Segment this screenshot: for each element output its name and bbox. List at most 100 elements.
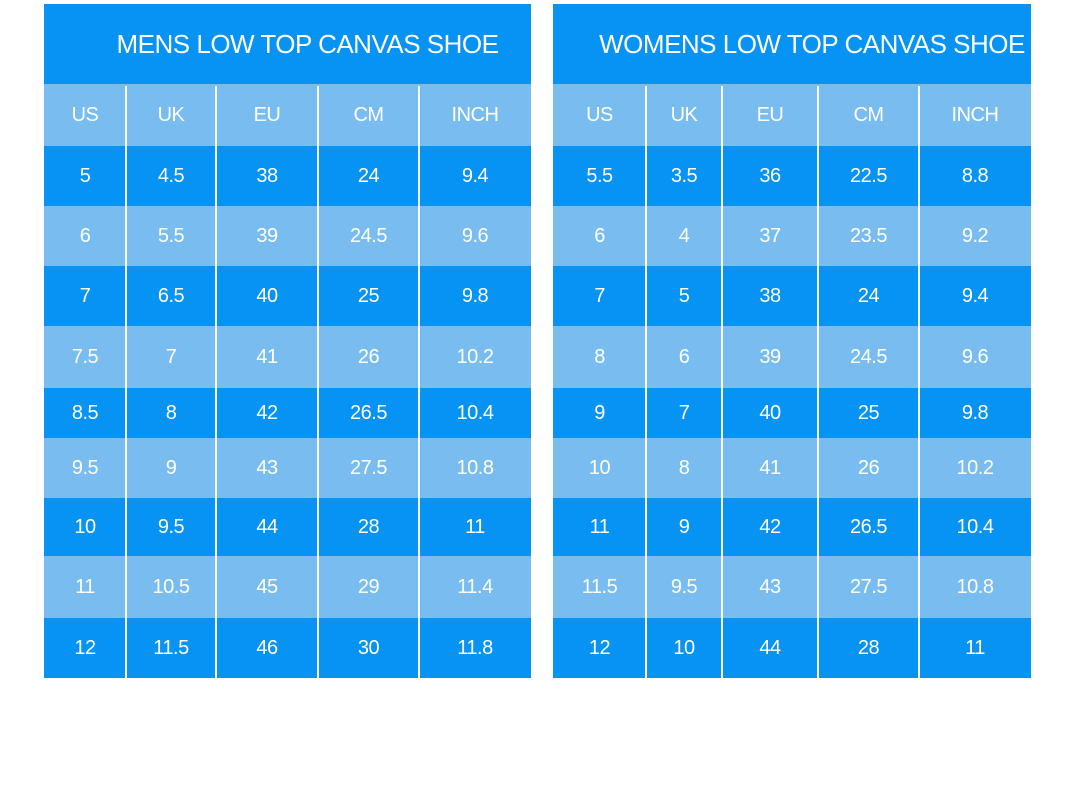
table-cell: 41 xyxy=(759,456,781,479)
table-cell: 26.5 xyxy=(350,401,387,424)
table-cell: 9.4 xyxy=(961,284,989,307)
table-cell: 39 xyxy=(256,224,278,247)
table-cell: 26 xyxy=(857,456,880,479)
table-cell: 11.4 xyxy=(457,575,493,598)
table-cell: 28 xyxy=(857,636,880,659)
table-row xyxy=(553,556,1031,618)
table-cell: 5 xyxy=(79,164,91,187)
table-cell: 9.6 xyxy=(461,224,489,247)
column-divider xyxy=(918,86,920,678)
table-cell: 7 xyxy=(165,345,177,368)
table-cell: 24 xyxy=(857,284,880,307)
column-divider xyxy=(215,86,217,678)
table-cell: 8 xyxy=(165,401,177,424)
table-cell: 29 xyxy=(357,575,380,598)
table-cell: 6 xyxy=(678,345,690,368)
table-cell: 11.8 xyxy=(457,636,493,659)
table-cell: 5.5 xyxy=(157,224,185,247)
column-header: US xyxy=(553,84,646,146)
table-cell: 26 xyxy=(357,345,380,368)
table-row xyxy=(553,266,1031,326)
table-cell: 8.8 xyxy=(961,164,989,187)
table-row xyxy=(553,438,1031,498)
table-title: WOMENS LOW TOP CANVAS SHOE xyxy=(553,4,1031,84)
table-row xyxy=(553,146,1031,206)
table-cell: 9 xyxy=(678,515,690,538)
table-row xyxy=(553,388,1031,438)
table-cell: 24.5 xyxy=(850,345,887,368)
table-cell: 42 xyxy=(256,401,278,424)
table-cell: 41 xyxy=(256,345,278,368)
table-cell: 8.5 xyxy=(71,401,99,424)
column-header: UK xyxy=(126,84,216,146)
column-divider xyxy=(817,86,819,678)
table-row xyxy=(553,326,1031,388)
table-row xyxy=(553,618,1031,678)
table-cell: 38 xyxy=(759,284,781,307)
table-cell: 8 xyxy=(594,345,605,368)
table-cell: 9.4 xyxy=(461,164,489,187)
column-header: CM xyxy=(818,84,919,146)
table-cell: 7 xyxy=(79,284,91,307)
table-cell: 9.5 xyxy=(157,515,185,538)
column-header: EU xyxy=(216,84,318,146)
table-cell: 3.5 xyxy=(670,164,698,187)
column-header: US xyxy=(44,84,126,146)
table-cell: 40 xyxy=(759,401,781,424)
table-cell: 9.8 xyxy=(461,284,489,307)
table-cell: 9.8 xyxy=(961,401,989,424)
column-divider xyxy=(317,86,319,678)
table-cell: 10 xyxy=(74,515,96,538)
table-cell: 10.4 xyxy=(956,515,994,538)
table-cell: 25 xyxy=(357,284,380,307)
table-cell: 46 xyxy=(256,636,278,659)
table-cell: 10 xyxy=(588,456,611,479)
table-cell: 8 xyxy=(678,456,690,479)
table-cell: 7 xyxy=(678,401,690,424)
table-cell: 9 xyxy=(165,456,177,479)
table-cell: 10.2 xyxy=(456,345,494,368)
table-cell: 23.5 xyxy=(850,224,887,247)
column-header: UK xyxy=(646,84,722,146)
table-cell: 10.8 xyxy=(456,456,494,479)
table-cell: 42 xyxy=(759,515,781,538)
table-cell: 25 xyxy=(857,401,880,424)
table-cell: 5.5 xyxy=(586,164,613,187)
table-cell: 24 xyxy=(357,164,380,187)
table-cell: 9.5 xyxy=(670,575,698,598)
table-cell: 6 xyxy=(79,224,91,247)
table-cell: 43 xyxy=(759,575,781,598)
table-cell: 7 xyxy=(594,284,605,307)
table-cell: 11 xyxy=(465,515,485,538)
table-cell: 24.5 xyxy=(350,224,387,247)
table-cell: 38 xyxy=(256,164,278,187)
table-cell: 9.6 xyxy=(961,345,989,368)
table-cell: 6.5 xyxy=(157,284,185,307)
column-divider xyxy=(125,86,127,678)
table-cell: 11 xyxy=(75,575,95,598)
table-cell: 11 xyxy=(589,515,610,538)
table-cell: 4 xyxy=(678,224,690,247)
column-header: INCH xyxy=(419,84,531,146)
table-cell: 11.5 xyxy=(153,636,189,659)
table-cell: 12 xyxy=(74,636,96,659)
column-divider xyxy=(721,86,723,678)
table-cell: 7.5 xyxy=(71,345,99,368)
table-cell: 9.2 xyxy=(961,224,989,247)
table-cell: 10.2 xyxy=(956,456,994,479)
table-row xyxy=(553,206,1031,266)
table-cell: 10 xyxy=(673,636,695,659)
table-cell: 27.5 xyxy=(350,456,387,479)
column-divider xyxy=(645,86,647,678)
table-cell: 10.5 xyxy=(152,575,190,598)
column-header: EU xyxy=(722,84,818,146)
table-cell: 26.5 xyxy=(850,515,887,538)
table-cell: 36 xyxy=(759,164,781,187)
table-row xyxy=(553,498,1031,556)
table-cell: 43 xyxy=(256,456,278,479)
table-cell: 28 xyxy=(357,515,380,538)
table-cell: 11.5 xyxy=(581,575,618,598)
table-cell: 37 xyxy=(759,224,781,247)
table-cell: 44 xyxy=(759,636,781,659)
